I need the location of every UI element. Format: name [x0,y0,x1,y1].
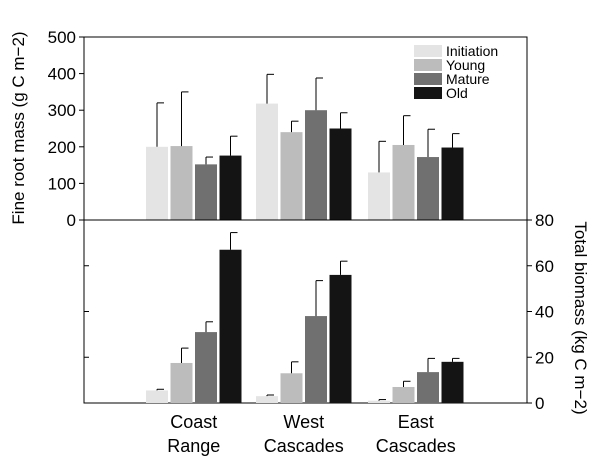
bar-fine-root-initiation-coast-range [146,146,168,220]
fine-root-y-tick-label: 0 [67,211,76,230]
bar-biomass-young-west-cascades [280,373,303,403]
bar-biomass-mature-east-cascades [417,372,439,403]
legend-swatch-mature [414,73,442,85]
x-tick-label-line1: West [283,412,324,432]
x-tick-label-line1: Coast [170,412,217,432]
legend-label-mature: Mature [446,71,490,87]
fine-root-mass-panel: 0 100 200 300 400 500 [48,28,528,230]
fine-root-y-tick-label: 300 [48,101,76,120]
legend-swatch-old [414,87,442,99]
bar-fine-root-young-coast-range [170,146,193,220]
legend-label-initiation: Initiation [446,43,498,59]
y-axis-label-fine-root-mass: Fine root mass (g C m−2) [9,31,28,224]
bar-fine-root-initiation-east-cascades [368,172,390,220]
bar-fine-root-old-coast-range [219,155,242,220]
bar-biomass-young-coast-range [170,362,193,403]
bar-fine-root-young-east-cascades [392,144,415,220]
bar-biomass-initiation-coast-range [146,390,168,403]
total-biomass-panel: 0 20 40 60 80 [83,211,554,413]
bar-fine-root-mature-coast-range [195,164,217,220]
biomass-y-tick-label: 20 [535,348,554,367]
x-tick-label-line2: Cascades [376,436,456,456]
legend-swatch-initiation [414,45,442,57]
bar-biomass-old-east-cascades [441,361,464,403]
bar-biomass-initiation-east-cascades [368,400,390,403]
x-tick-label-line2: Range [167,436,220,456]
fine-root-y-tick-label: 200 [48,138,76,157]
biomass-y-tick-label: 80 [535,211,554,230]
bar-biomass-old-west-cascades [329,274,352,403]
legend-swatch-young [414,59,442,71]
bar-biomass-old-coast-range [219,249,242,403]
biomass-y-tick-label: 0 [535,394,544,413]
x-tick-label-line2: Cascades [264,436,344,456]
fine-root-y-tick-label: 100 [48,174,76,193]
bar-fine-root-young-west-cascades [280,132,303,220]
bar-fine-root-old-west-cascades [329,128,352,220]
bar-fine-root-initiation-west-cascades [256,103,278,220]
bar-biomass-young-east-cascades [392,386,415,403]
biomass-y-tick-label: 60 [535,257,554,276]
bar-biomass-mature-west-cascades [305,316,327,403]
x-tick-label-line1: East [398,412,434,432]
fine-root-y-tick-label: 400 [48,65,76,84]
x-axis-labels: Coast Range West Cascades East Cascades [167,412,456,456]
bar-fine-root-mature-east-cascades [417,157,439,220]
bar-fine-root-mature-west-cascades [305,110,327,220]
bar-biomass-initiation-west-cascades [256,396,278,403]
fine-root-y-tick-label: 500 [48,28,76,47]
bar-biomass-mature-coast-range [195,332,217,403]
biomass-y-tick-label: 40 [535,303,554,322]
legend-label-young: Young [446,57,485,73]
y-axis-label-total-biomass: Total biomass (kg C m−2) [571,221,590,414]
legend-label-old: Old [446,85,468,101]
bar-fine-root-old-east-cascades [441,147,464,220]
